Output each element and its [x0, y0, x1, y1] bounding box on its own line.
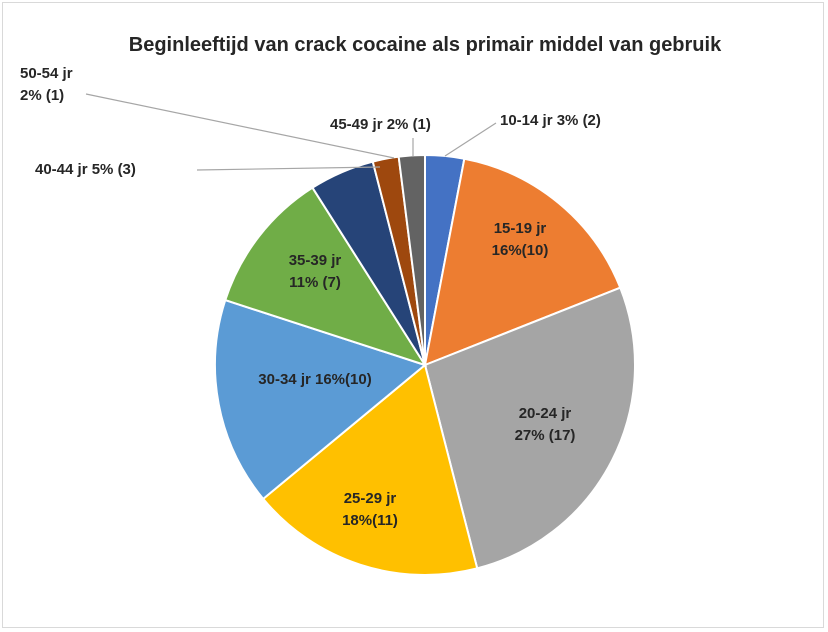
- category-label: 30-34 jr: [258, 371, 311, 388]
- category-label: 15-19 jr: [494, 220, 547, 237]
- category-label: 25-29 jr: [344, 490, 397, 507]
- category-label: 10-14 jr: [500, 112, 553, 129]
- slice-label: 30-34 jr 16%(10): [258, 371, 371, 388]
- slice-label: 10-14 jr 3% (2): [500, 112, 601, 129]
- leader-line: [444, 122, 497, 157]
- value-label: 27% (17): [515, 427, 576, 444]
- slice-label: 40-44 jr 5% (3): [35, 161, 136, 178]
- value-label: 5% (3): [92, 161, 136, 178]
- category-label: 35-39 jr: [289, 252, 342, 269]
- pie-slice: [423, 286, 636, 570]
- value-label: 2% (1): [387, 116, 431, 133]
- value-label: 2% (1): [20, 87, 64, 104]
- category-label: 40-44 jr: [35, 161, 88, 178]
- value-label: 16%(10): [315, 371, 372, 388]
- category-label: 50-54 jr: [20, 65, 73, 82]
- value-label: 11% (7): [289, 274, 341, 291]
- pie-slice: [224, 186, 428, 367]
- slice-label: 45-49 jr 2% (1): [330, 116, 431, 133]
- category-label: 45-49 jr: [330, 116, 383, 133]
- leader-line: [196, 166, 381, 171]
- pie-slice: [397, 153, 426, 366]
- pie-slice: [214, 298, 428, 501]
- chart-title: Beginleeftijd van crack cocaine als prim…: [128, 34, 722, 56]
- pie-slice: [261, 363, 479, 576]
- pie-slice: [423, 157, 622, 367]
- value-label: 18%(11): [342, 512, 398, 529]
- leader-line: [85, 93, 395, 159]
- value-label: 3% (2): [557, 112, 601, 129]
- value-label: 16%(10): [492, 242, 549, 259]
- category-label: 20-24 jr: [519, 405, 572, 422]
